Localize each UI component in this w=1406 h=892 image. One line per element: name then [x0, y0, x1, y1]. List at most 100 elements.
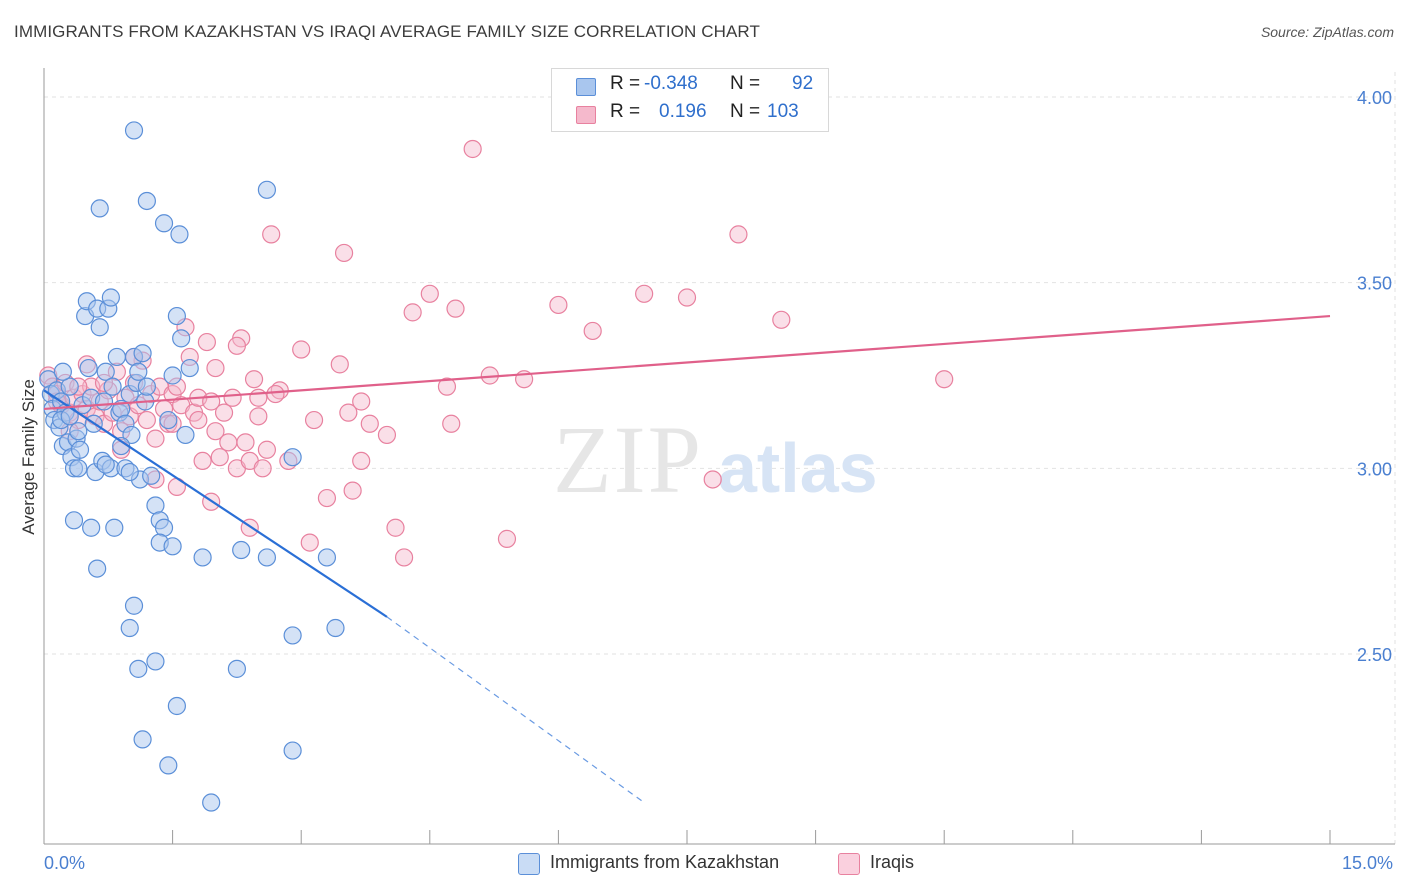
kazakhstan-point [70, 440, 90, 459]
iraqis-point [334, 243, 354, 263]
iraqis-point [703, 470, 722, 489]
kazakhstan-point [60, 377, 79, 396]
watermark-zip: ZIP [553, 406, 703, 513]
bottom-legend-label: Immigrants from Kazakhstan [550, 852, 780, 872]
iraqis-point [549, 295, 568, 315]
kazakhstan-point [257, 548, 277, 567]
iraqis-point [583, 321, 602, 341]
legend-row-kazakhstan: R = -0.348 N = 92 [552, 73, 828, 101]
y-tick-label: 3.50 [1357, 274, 1392, 294]
kazakhstan-point [154, 214, 174, 233]
kazakhstan-point [103, 377, 122, 396]
kazakhstan-point [172, 329, 191, 348]
iraqis-point [249, 388, 268, 407]
iraqis-point [210, 448, 229, 467]
iraqis-point [437, 377, 457, 396]
kazakhstan-point [283, 626, 302, 645]
kazakhstan-point [96, 455, 115, 474]
iraqis-point [386, 518, 405, 537]
correlation-legend: R = -0.348 N = 92 R = 0.196 N = 103 [551, 68, 829, 132]
kazakhstan-point [69, 422, 88, 441]
legend-n-value: 103 [767, 101, 799, 122]
iraqis-point [257, 440, 277, 459]
kazakhstan-point [283, 741, 302, 760]
x-tick-label: 0.0% [44, 853, 85, 873]
iraqis-point [253, 459, 272, 478]
legend-n-label: N = [730, 73, 761, 94]
kazakhstan-point [146, 652, 165, 671]
iraqis-point [206, 422, 225, 441]
legend-n-label: N = [730, 101, 761, 122]
legend-row-iraqis: R = 0.196 N = 103 [552, 101, 828, 129]
y-axis-title: Average Family Size [19, 379, 38, 535]
kazakhstan-point [82, 518, 101, 537]
iraqis-point [463, 139, 482, 159]
bottom-legend-swatch-pink [838, 853, 860, 875]
legend-r-label: R = [610, 73, 641, 94]
iraqis-point [146, 429, 165, 448]
iraqis-point [304, 410, 324, 430]
iraqis-point [446, 299, 465, 318]
kazakhstan-trend-extension [386, 616, 645, 804]
kazakhstan-point [94, 392, 114, 411]
kazakhstan-point [163, 366, 182, 385]
iraqis-point [772, 310, 791, 329]
iraqis-point [262, 225, 281, 244]
iraqis-point [403, 303, 422, 322]
iraqis-trend-line [43, 314, 1331, 411]
kazakhstan-point [133, 344, 152, 363]
iraqis-point [189, 410, 208, 430]
kazakhstan-point [90, 199, 109, 218]
kazakhstan-point [124, 121, 144, 140]
iraqis-point [935, 370, 954, 389]
kazakhstan-point [159, 756, 178, 775]
kazakhstan-point [88, 559, 107, 578]
watermark-atlas: atlas [718, 429, 878, 507]
legend-swatch-blue [576, 78, 596, 96]
kazakhstan-point [107, 347, 126, 367]
kazakhstan-point [122, 425, 141, 445]
kazakhstan-point [137, 377, 156, 396]
kazakhstan-point [96, 362, 115, 381]
iraqis-point [292, 340, 311, 359]
iraqis-point [137, 410, 156, 430]
kazakhstan-point [120, 462, 139, 482]
legend-r-label: R = [610, 101, 641, 122]
iraqis-point [343, 481, 362, 500]
axes [43, 68, 1395, 845]
iraqis-point [249, 407, 268, 426]
iraqis-point [497, 529, 517, 548]
kazakhstan-point [142, 466, 161, 485]
kazakhstan-trend-line [43, 389, 388, 618]
iraqis-point [317, 488, 337, 508]
iraqis-point [330, 355, 349, 374]
kazakhstan-point [64, 511, 84, 530]
kazakhstan-point [120, 618, 139, 638]
kazakhstan-point [180, 358, 199, 378]
iraqis-point [236, 433, 255, 452]
legend-r-value: -0.348 [644, 73, 698, 94]
kazakhstan-point [176, 425, 195, 445]
iraqis-point [197, 332, 216, 352]
iraqis-point [219, 433, 238, 452]
iraqis-point [223, 388, 242, 407]
iraqis-point [377, 425, 397, 445]
iraqis-point [352, 392, 371, 411]
iraqis-point [193, 451, 212, 471]
iraqis-point [339, 403, 358, 422]
source-credit: Source: ZipAtlas.com [1260, 24, 1394, 40]
iraqis-point [206, 358, 225, 378]
kazakhstan-point [69, 459, 88, 478]
y-tick-label: 2.50 [1357, 645, 1392, 665]
legend-swatch-pink [576, 106, 596, 124]
kazakhstan-point [227, 659, 246, 678]
kazakhstan-point [163, 537, 182, 556]
tick-labels: 2.50 3.00 3.50 4.00 0.0% 15.0% [44, 88, 1393, 873]
iraqis-point [352, 451, 371, 471]
y-tick-label: 3.00 [1357, 459, 1392, 479]
iraqis-point [442, 414, 461, 433]
iraqis-point [360, 414, 379, 433]
bottom-legend-swatch-blue [518, 853, 540, 875]
kazakhstan-point [167, 306, 186, 326]
legend-r-value: 0.196 [659, 101, 707, 122]
